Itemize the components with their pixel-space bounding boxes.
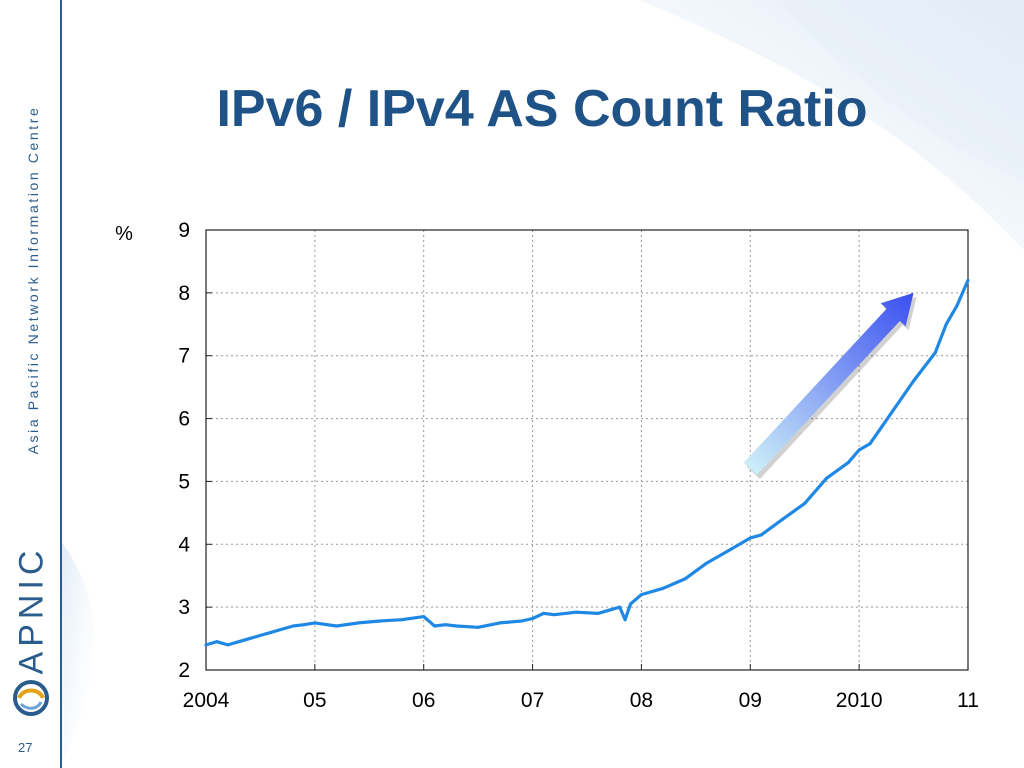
data-point [661,586,665,590]
data-point [803,501,807,505]
data-point [280,627,284,631]
data-point [520,619,524,623]
data-point [269,630,273,634]
y-tick-label: 4 [178,533,190,556]
data-point [454,624,458,628]
data-point [443,623,447,627]
y-tick-label: 8 [178,282,190,305]
data-point [237,640,241,644]
data-point [226,643,230,647]
data-point [204,643,208,647]
data-point [629,602,633,606]
x-tick-label: 2010 [836,689,883,712]
data-point [727,549,731,553]
x-tick-label: 06 [412,689,435,712]
data-point [313,621,317,625]
data-point [781,517,785,521]
slide-title: IPv6 / IPv4 AS Count Ratio [216,80,868,138]
y-tick-label: 2 [178,659,190,682]
y-axis-label: % [115,223,133,245]
data-point [356,621,360,625]
x-tick-label: 07 [521,689,544,712]
data-point [824,476,828,480]
data-point [291,624,295,628]
data-point [531,616,535,620]
arrow-body [743,292,914,475]
data-point [433,624,437,628]
data-point [498,621,502,625]
data-point [748,536,752,540]
data-point [912,379,916,383]
data-point [944,322,948,326]
x-axis: 2004 05 06 07 08 09 2010 11 [183,664,979,712]
data-point [683,577,687,581]
data-point [607,608,611,612]
y-tick-label: 9 [178,219,190,242]
data-point [422,615,426,619]
x-tick-label: 2004 [183,689,230,712]
data-point [890,410,894,414]
trend-arrow [743,292,917,479]
y-tick-label: 7 [178,345,190,368]
data-point [400,618,404,622]
data-point [552,613,556,617]
y-tick-label: 3 [178,596,190,619]
series-points [204,278,970,647]
data-point [759,533,763,537]
data-point [541,611,545,615]
gridlines [206,230,968,670]
sidebar: Asia Pacific Network Information Centre … [0,0,62,768]
data-point [618,605,622,609]
plot-frame [205,229,969,671]
series-line [204,278,970,647]
data-point [335,624,339,628]
data-point [933,351,937,355]
data-point [596,611,600,615]
data-point [574,610,578,614]
data-point [857,448,861,452]
page-number: 27 [18,740,33,755]
data-point [705,561,709,565]
data-point [868,442,872,446]
data-point [302,623,306,627]
y-axis: 2 3 4 5 6 7 8 9 [178,219,212,682]
x-tick-label: 08 [630,689,653,712]
data-point [846,461,850,465]
data-point [258,633,262,637]
data-point [623,618,627,622]
data-point [639,593,643,597]
x-tick-label: 11 [957,689,979,712]
y-tick-label: 6 [178,408,190,431]
y-tick-label: 5 [178,470,190,493]
data-point [476,625,480,629]
data-point [955,303,959,307]
data-point [966,278,970,282]
data-point [215,640,219,644]
data-point [378,619,382,623]
data-point [248,637,252,641]
apnic-logo-icon [13,680,49,716]
x-tick-label: 09 [739,689,762,712]
x-tick-label: 05 [303,689,326,712]
